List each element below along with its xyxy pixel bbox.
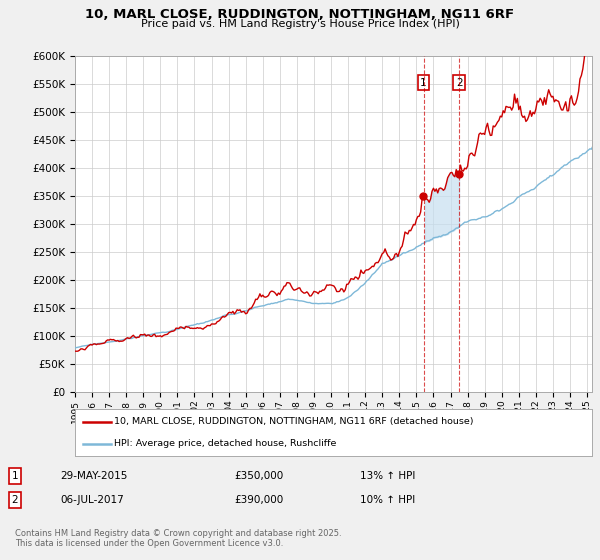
Text: 10, MARL CLOSE, RUDDINGTON, NOTTINGHAM, NG11 6RF (detached house): 10, MARL CLOSE, RUDDINGTON, NOTTINGHAM, …: [114, 417, 473, 426]
Text: £390,000: £390,000: [234, 495, 283, 505]
Text: 2: 2: [11, 495, 19, 505]
Text: HPI: Average price, detached house, Rushcliffe: HPI: Average price, detached house, Rush…: [114, 439, 336, 448]
Text: 29-MAY-2015: 29-MAY-2015: [60, 470, 127, 480]
Text: Contains HM Land Registry data © Crown copyright and database right 2025.
This d: Contains HM Land Registry data © Crown c…: [15, 529, 341, 548]
Text: 10, MARL CLOSE, RUDDINGTON, NOTTINGHAM, NG11 6RF: 10, MARL CLOSE, RUDDINGTON, NOTTINGHAM, …: [85, 8, 515, 21]
Text: £350,000: £350,000: [234, 470, 283, 480]
Text: 10% ↑ HPI: 10% ↑ HPI: [360, 495, 415, 505]
Text: 13% ↑ HPI: 13% ↑ HPI: [360, 470, 415, 480]
Text: 06-JUL-2017: 06-JUL-2017: [60, 495, 124, 505]
Text: 1: 1: [11, 470, 19, 480]
Text: Price paid vs. HM Land Registry's House Price Index (HPI): Price paid vs. HM Land Registry's House …: [140, 19, 460, 29]
Text: 1: 1: [420, 78, 427, 88]
Text: 2: 2: [456, 78, 463, 88]
